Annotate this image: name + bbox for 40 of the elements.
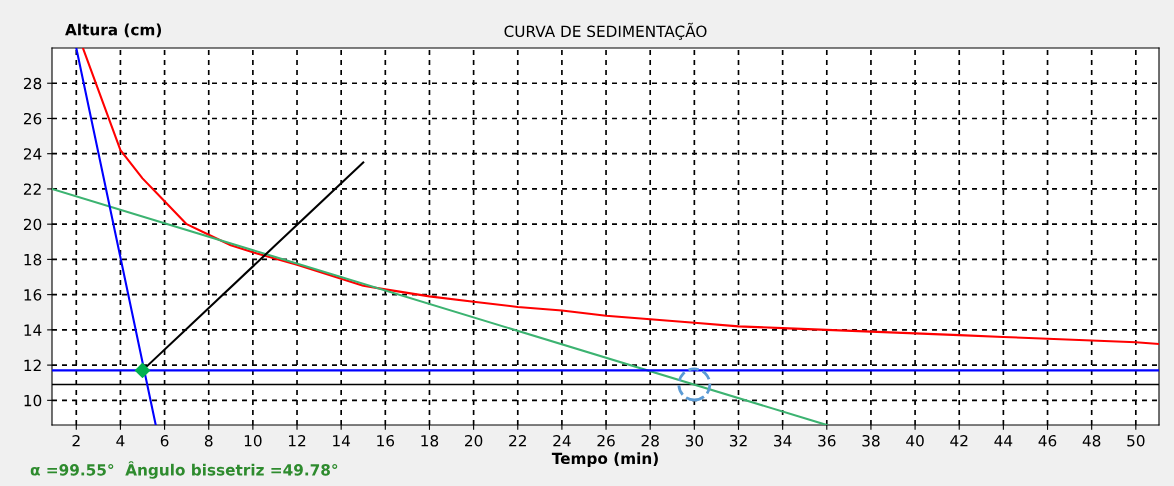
x-tick-label: 10 xyxy=(244,434,262,447)
x-tick-label: 4 xyxy=(116,435,125,447)
x-tick-label: 48 xyxy=(1082,434,1101,447)
y-axis-title: Altura (cm) xyxy=(65,23,162,38)
y-tick-label: 24 xyxy=(23,148,42,160)
x-tick-label: 32 xyxy=(729,434,747,447)
x-tick-label: 38 xyxy=(862,434,880,447)
x-tick-label: 42 xyxy=(950,434,968,447)
y-tick-label: 18 xyxy=(24,253,42,266)
x-tick-label: 12 xyxy=(288,434,306,447)
x-tick-label: 40 xyxy=(906,434,924,447)
y-tick-label: 16 xyxy=(24,289,42,301)
y-tick-label: 28 xyxy=(23,77,42,90)
y-tick-label: 20 xyxy=(23,218,42,231)
x-tick-label: 50 xyxy=(1127,434,1145,447)
x-tick-label: 16 xyxy=(377,434,395,447)
x-axis-title: Tempo (min) xyxy=(551,452,658,468)
x-tick-label: 22 xyxy=(509,434,526,447)
x-tick-label: 34 xyxy=(774,434,792,447)
y-tick-label: 14 xyxy=(24,324,42,336)
y-tick-label: 22 xyxy=(23,183,41,195)
x-tick-label: 18 xyxy=(421,434,439,447)
text: α =99.55° Ângulo bissetriz =49.78° xyxy=(30,461,338,479)
x-tick-label: 6 xyxy=(160,434,169,447)
x-tick-label: 30 xyxy=(685,434,704,447)
y-tick-label: 26 xyxy=(23,112,42,125)
x-tick-label: 46 xyxy=(1038,434,1057,447)
y-tick-label: 12 xyxy=(24,359,41,371)
y-tick-label: 10 xyxy=(24,394,42,407)
x-tick-label: 24 xyxy=(553,434,571,447)
x-tick-label: 28 xyxy=(641,434,659,447)
x-tick-label: 36 xyxy=(818,434,836,447)
line-series xyxy=(81,48,1159,345)
x-tick-label: 20 xyxy=(465,434,483,447)
x-tick-label: 8 xyxy=(204,434,213,447)
x-tick-label: 2 xyxy=(72,434,80,447)
x-tick-label: 14 xyxy=(333,435,351,447)
chart-title: CURVA DE SEDIMENTAÇÃO xyxy=(504,22,707,40)
x-tick-label: 44 xyxy=(994,435,1013,447)
x-tick-label: 26 xyxy=(597,434,615,447)
